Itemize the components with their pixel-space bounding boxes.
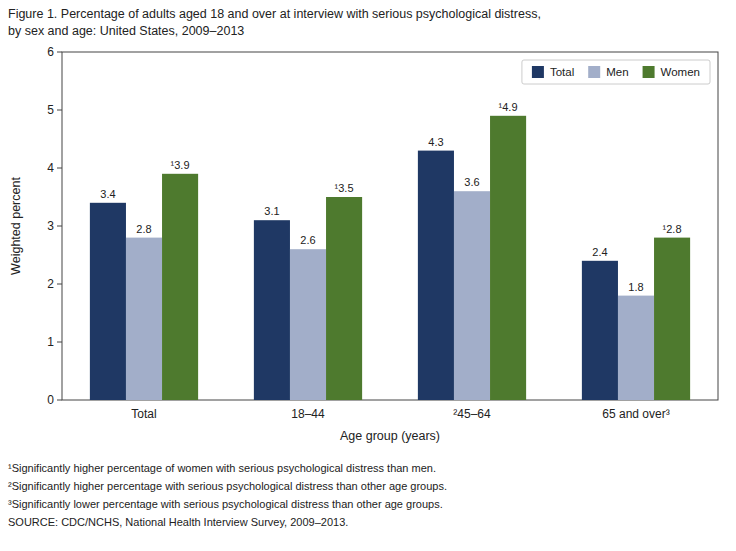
bar [618, 296, 654, 400]
data-label: ¹4.9 [499, 101, 518, 113]
data-label: 3.1 [264, 205, 279, 217]
page: {"chart_data": { "type": "bar", "title":… [0, 0, 736, 551]
y-tick [57, 400, 62, 401]
title: Figure 1. Percentage of adults aged 18 a… [8, 7, 541, 21]
y-tick-label: 6 [47, 45, 54, 59]
footnote: ¹Significantly higher percentage of wome… [8, 462, 436, 474]
y-tick [57, 168, 62, 169]
legend-label: Total [550, 66, 574, 78]
data-label: 1.8 [628, 281, 643, 293]
footnote: ³Significantly lower percentage with ser… [8, 498, 443, 510]
y-tick [57, 284, 62, 285]
y-tick-label: 4 [47, 161, 54, 175]
legend: Total Men Women [522, 60, 710, 84]
legend-label: Men [606, 66, 628, 78]
chart: Figure 1. Percentage of adults aged 18 a… [0, 0, 736, 551]
bar [654, 238, 690, 400]
y-tick-label: 0 [47, 393, 54, 407]
bar [254, 220, 290, 400]
plot-frame [62, 52, 718, 400]
footnote: SOURCE: CDC/NCHS, National Health Interv… [8, 516, 348, 528]
legend-label: Women [661, 66, 700, 78]
x-tick-label: Total [131, 407, 156, 421]
x-axis-label: Age group (years) [340, 429, 440, 443]
y-tick-label: 5 [47, 103, 54, 117]
data-label: 2.4 [592, 246, 607, 258]
bar [490, 116, 526, 400]
y-tick-label: 1 [47, 335, 54, 349]
bar [454, 191, 490, 400]
y-tick-label: 2 [47, 277, 54, 291]
subtitle: by sex and age: United States, 2009–2013 [8, 24, 244, 38]
data-label: 2.6 [300, 234, 315, 246]
bar [326, 197, 362, 400]
x-tick-label: ²45–64 [453, 407, 491, 421]
data-label: ¹3.5 [335, 182, 354, 194]
bar [290, 249, 326, 400]
data-labels: 3.4 3.1 4.3 2.4 2.8 2.6 3.6 1.8 ¹3.9 ¹3.5 ¹4.9 ¹2.8 [100, 101, 681, 293]
y-tick [57, 110, 62, 111]
y-tick [57, 52, 62, 53]
legend-box [522, 60, 710, 84]
y-tick-label: 3 [47, 219, 54, 233]
y-tick [57, 226, 62, 227]
bar [418, 151, 454, 400]
y-tick [57, 342, 62, 343]
bar [126, 238, 162, 400]
bar [90, 203, 126, 400]
data-label: ¹2.8 [663, 223, 682, 235]
bar [582, 261, 618, 400]
data-label: 3.6 [464, 176, 479, 188]
y-axis-label: Weighted percent [9, 177, 23, 275]
legend-swatch [643, 66, 655, 78]
footnote: ²Significantly higher percentage with se… [8, 480, 447, 492]
x-tick-label: 18–44 [291, 407, 325, 421]
legend-swatch [532, 66, 544, 78]
bar [162, 174, 198, 400]
data-label: 3.4 [100, 188, 115, 200]
x-tick-label: 65 and over³ [602, 407, 669, 421]
data-label: 2.8 [136, 223, 151, 235]
data-label: 4.3 [428, 136, 443, 148]
data-label: ¹3.9 [171, 159, 190, 171]
legend-swatch [588, 66, 600, 78]
bars [90, 116, 690, 400]
